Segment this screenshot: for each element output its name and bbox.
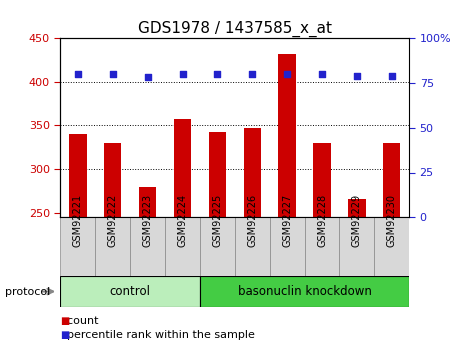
Text: GSM92230: GSM92230: [387, 194, 397, 247]
Text: ■: ■: [60, 316, 70, 326]
Point: [248, 71, 256, 77]
Bar: [200, 276, 409, 307]
Bar: [130, 217, 165, 276]
Bar: [174, 119, 191, 345]
Text: GSM92224: GSM92224: [178, 194, 187, 247]
Text: GSM92221: GSM92221: [73, 194, 83, 247]
Text: ■: ■: [60, 330, 70, 339]
Bar: [139, 187, 156, 345]
Point: [353, 73, 361, 78]
Text: protocol: protocol: [5, 287, 50, 296]
Bar: [313, 143, 331, 345]
Bar: [348, 199, 365, 345]
Bar: [244, 128, 261, 345]
Bar: [209, 132, 226, 345]
Bar: [165, 217, 200, 276]
Point: [179, 71, 186, 77]
Bar: [270, 217, 305, 276]
Point: [74, 71, 82, 77]
Bar: [374, 217, 409, 276]
Point: [283, 71, 291, 77]
Title: GDS1978 / 1437585_x_at: GDS1978 / 1437585_x_at: [138, 20, 332, 37]
Point: [109, 71, 116, 77]
Text: GSM92226: GSM92226: [247, 194, 257, 247]
Bar: [383, 143, 400, 345]
Text: GSM92227: GSM92227: [282, 194, 292, 247]
Text: GSM92222: GSM92222: [108, 194, 118, 247]
Text: GSM92223: GSM92223: [143, 194, 153, 247]
Text: count: count: [60, 316, 99, 326]
Bar: [339, 217, 374, 276]
Point: [214, 71, 221, 77]
Bar: [60, 217, 95, 276]
Point: [318, 71, 325, 77]
Bar: [95, 217, 130, 276]
Bar: [60, 276, 200, 307]
Text: basonuclin knockdown: basonuclin knockdown: [238, 285, 372, 298]
Text: GSM92225: GSM92225: [213, 194, 222, 247]
Bar: [200, 217, 235, 276]
Point: [144, 75, 152, 80]
Bar: [305, 217, 339, 276]
Bar: [69, 134, 86, 345]
Bar: [235, 217, 270, 276]
Text: percentile rank within the sample: percentile rank within the sample: [60, 330, 255, 339]
Text: GSM92228: GSM92228: [317, 194, 327, 247]
Point: [388, 73, 395, 78]
Bar: [279, 54, 296, 345]
Text: GSM92229: GSM92229: [352, 194, 362, 247]
Bar: [104, 143, 121, 345]
Text: control: control: [110, 285, 151, 298]
